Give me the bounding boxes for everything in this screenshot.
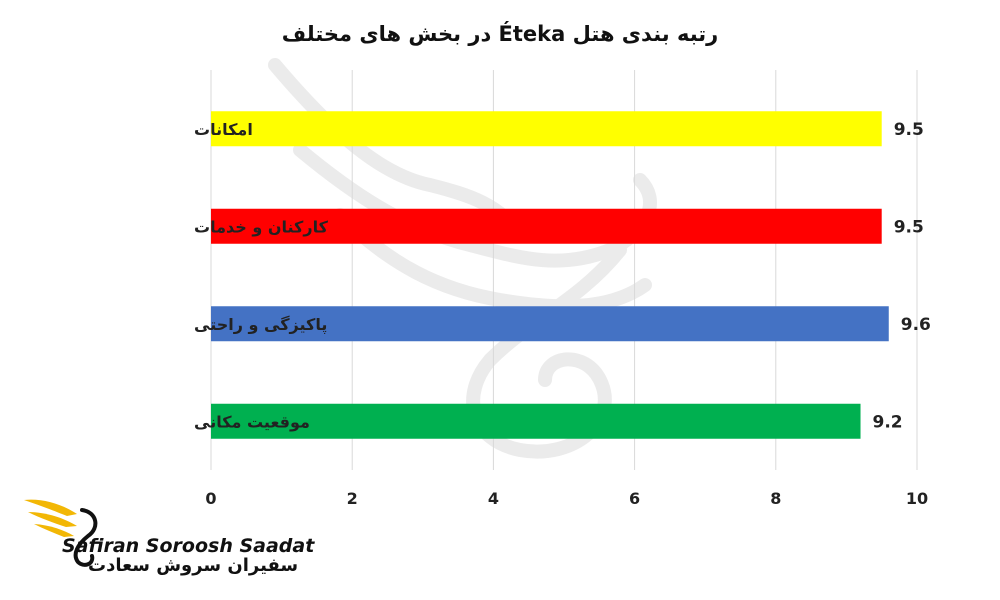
x-tick-label: 6: [629, 489, 640, 508]
value-labels: 9.5 9.5 9.6 9.2: [873, 120, 931, 433]
category-label: کارکنان و خدمات: [194, 217, 329, 236]
x-tick-label: 4: [488, 489, 499, 508]
chart-title: رتبه بندی هتل Éteka در بخش های مختلف: [281, 22, 719, 46]
bars: [211, 111, 889, 439]
data-label: 9.2: [873, 412, 903, 432]
brand-name-persian: سفیران سروش سعادت: [88, 555, 299, 576]
bar: [211, 306, 889, 342]
brand-name-latin: Safiran Soroosh Saadat: [62, 535, 315, 557]
x-tick-label: 2: [347, 489, 358, 508]
category-labels: امکانات کارکنان و خدمات پاکیزگی و راحتی موق…: [194, 120, 329, 432]
bar: [211, 208, 882, 244]
category-label: پاکیزگی و راحتی: [194, 315, 327, 335]
x-tick-label: 0: [205, 489, 216, 508]
bar: [211, 403, 861, 439]
bar: [211, 111, 882, 147]
data-label: 9.5: [894, 217, 924, 237]
x-tick-label: 10: [906, 489, 928, 508]
category-label: امکانات: [194, 120, 253, 139]
data-label: 9.6: [901, 315, 931, 335]
x-axis-ticks: 0 2 4 6 8 10: [205, 489, 928, 508]
category-label: موقعیت مکانی: [194, 412, 310, 431]
data-label: 9.5: [894, 120, 924, 140]
x-tick-label: 8: [770, 489, 781, 508]
brand-logo-icon: [24, 499, 98, 567]
